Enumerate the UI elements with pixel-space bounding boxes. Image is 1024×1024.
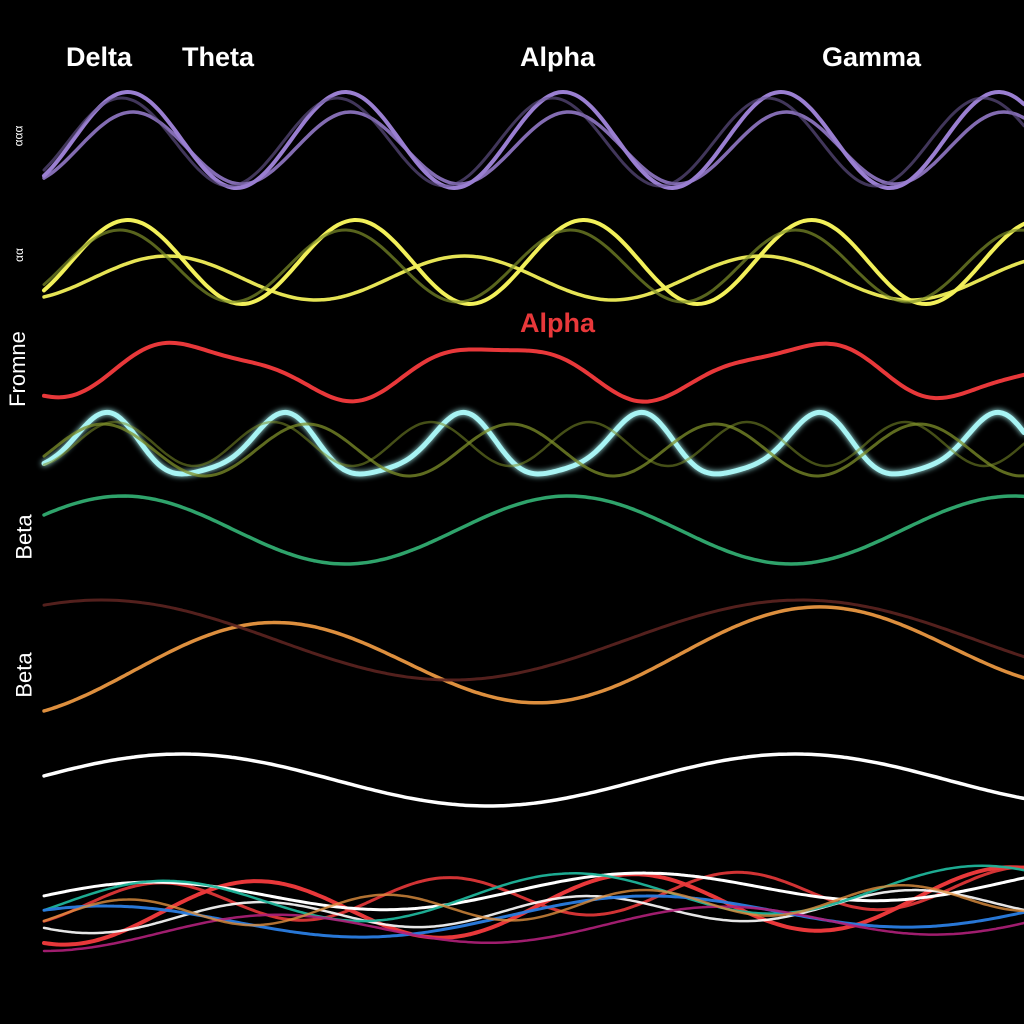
bottom-magenta-1	[42, 905, 1024, 953]
purple-wave-3	[42, 96, 1024, 188]
side-label-beta-1: Beta	[11, 514, 37, 560]
side-label-2: αα	[11, 248, 26, 262]
purple-wave-1	[42, 89, 1024, 191]
label-delta: Delta	[66, 42, 133, 72]
yellow-wave-2	[42, 254, 1024, 302]
side-label-beta-2: Beta	[11, 652, 37, 698]
side-label-1: ααα	[11, 125, 26, 147]
green-wave	[42, 494, 1024, 566]
label-alpha: Alpha	[520, 42, 596, 72]
label-alpha-red: Alpha	[520, 308, 596, 338]
bottom-red-1	[42, 865, 1024, 947]
yellow-wave-1	[42, 217, 1024, 307]
dark-red-wave	[42, 598, 1024, 682]
label-theta: Theta	[182, 42, 255, 72]
olive-wave-1	[42, 422, 1024, 478]
white-wave	[42, 752, 1024, 808]
bottom-orange-1	[42, 883, 1024, 927]
orange-wave	[42, 605, 1024, 713]
olive-wave-2	[42, 420, 1024, 468]
label-gamma: Gamma	[822, 42, 922, 72]
purple-wave-2	[42, 110, 1024, 186]
bottom-white-2	[42, 888, 1024, 935]
side-label-fromne: Fromne	[4, 331, 30, 407]
red-wave	[42, 340, 1024, 404]
yellow-wave-3	[42, 228, 1024, 304]
bottom-teal-1	[42, 864, 1024, 923]
cyan-wave-glow	[41, 409, 1024, 477]
